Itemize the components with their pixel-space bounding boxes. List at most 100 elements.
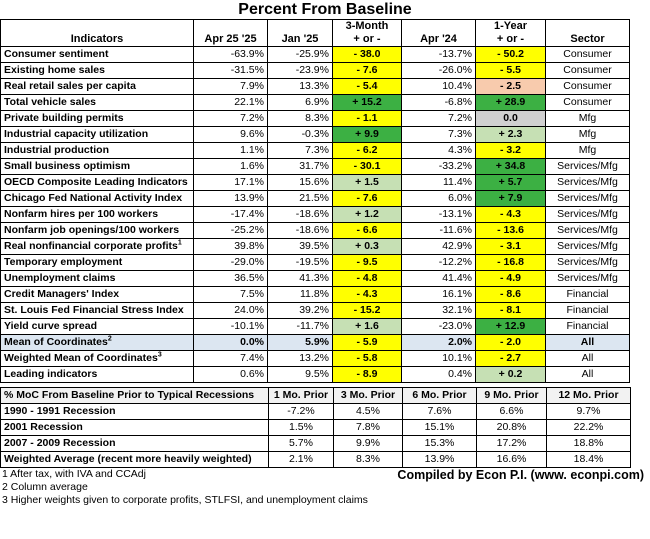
recession-name: Weighted Average (recent more heavily we… — [0, 451, 269, 468]
table-row: Unemployment claims 36.5% 41.3% - 4.8 41.4% -… — [0, 270, 630, 287]
indicator-label: Nonfarm job openings/100 workers — [4, 224, 180, 236]
indicators-table: 3-Month 1-Year Indicators Apr 25 '25 Jan… — [0, 19, 630, 383]
indicator-label: Industrial capacity utilization — [4, 128, 149, 140]
value-apr25: 22.1% — [193, 94, 268, 111]
recession-value: -7.2% — [268, 403, 334, 420]
recession-header-col: 9 Mo. Prior — [476, 387, 547, 404]
change-1year: - 4.3 — [475, 206, 546, 223]
sector: Consumer — [545, 94, 630, 111]
change-1year: + 34.8 — [475, 158, 546, 175]
value-jan25: -0.3% — [267, 126, 333, 143]
sector: Services/Mfg — [545, 254, 630, 271]
value-apr25: 39.8% — [193, 238, 268, 255]
recession-value: 18.8% — [546, 435, 631, 452]
indicator-name: Consumer sentiment — [0, 46, 194, 63]
value-apr25: -29.0% — [193, 254, 268, 271]
change-3month: - 30.1 — [332, 158, 402, 175]
change-1year: - 2.5 — [475, 78, 546, 95]
sector: Mfg — [545, 110, 630, 127]
indicator-name: Leading indicators — [0, 366, 194, 383]
value-apr24: -33.2% — [401, 158, 476, 175]
value-jan25: 13.2% — [267, 350, 333, 367]
indicator-label: Total vehicle sales — [4, 96, 97, 108]
change-3month: + 1.5 — [332, 174, 402, 191]
value-apr24: 0.4% — [401, 366, 476, 383]
change-1year: - 3.2 — [475, 142, 546, 159]
indicator-label: Yield curve spread — [4, 320, 97, 332]
recession-value: 1.5% — [268, 419, 334, 436]
header-jan25: Jan '25 — [267, 33, 333, 47]
indicator-name: Nonfarm job openings/100 workers — [0, 222, 194, 239]
value-jan25: 13.3% — [267, 78, 333, 95]
page-title: Percent From Baseline — [238, 1, 412, 18]
indicator-name: Temporary employment — [0, 254, 194, 271]
change-3month: + 1.6 — [332, 318, 402, 335]
recession-value: 17.2% — [476, 435, 547, 452]
value-apr24: 7.2% — [401, 110, 476, 127]
indicator-name: Weighted Mean of Coordinates3 — [0, 350, 194, 367]
value-jan25: -23.9% — [267, 62, 333, 79]
value-jan25: 39.5% — [267, 238, 333, 255]
indicator-name: Real nonfinancial corporate profits1 — [0, 238, 194, 255]
recession-value: 18.4% — [546, 451, 631, 468]
sector: Consumer — [545, 46, 630, 63]
recession-table: % MoC From Baseline Prior to Typical Rec… — [0, 387, 631, 468]
value-jan25: 41.3% — [267, 270, 333, 287]
value-apr25: 7.9% — [193, 78, 268, 95]
indicator-name: Chicago Fed National Activity Index — [0, 190, 194, 207]
change-3month: - 7.6 — [332, 190, 402, 207]
recession-value: 4.5% — [333, 403, 403, 420]
change-1year: - 13.6 — [475, 222, 546, 239]
value-apr25: -17.4% — [193, 206, 268, 223]
footnote-marker: 2 — [107, 335, 112, 343]
header-apr25: Apr 25 '25 — [193, 33, 268, 47]
value-jan25: -18.6% — [267, 206, 333, 223]
sector: Services/Mfg — [545, 190, 630, 207]
value-apr25: 7.4% — [193, 350, 268, 367]
indicator-label: Real retail sales per capita — [4, 80, 136, 92]
header-1year-bottom: + or - — [475, 33, 546, 47]
value-apr24: 10.1% — [401, 350, 476, 367]
change-3month: - 9.5 — [332, 254, 402, 271]
value-apr24: 7.3% — [401, 126, 476, 143]
table-row: Nonfarm hires per 100 workers -17.4% -18.6… — [0, 206, 630, 223]
sector: All — [545, 334, 630, 351]
change-3month: - 6.2 — [332, 142, 402, 159]
value-jan25: 15.6% — [267, 174, 333, 191]
sector: Financial — [545, 318, 630, 335]
value-apr24: 2.0% — [401, 334, 476, 351]
indicator-label: St. Louis Fed Financial Stress Index — [4, 304, 184, 316]
change-1year: + 28.9 — [475, 94, 546, 111]
value-apr24: -23.0% — [401, 318, 476, 335]
recession-header-col: 12 Mo. Prior — [546, 387, 631, 404]
change-1year: - 8.6 — [475, 286, 546, 303]
table-row: Total vehicle sales 22.1% 6.9% + 15.2 -6.8% +… — [0, 94, 630, 111]
change-1year: - 2.7 — [475, 350, 546, 367]
indicator-name: Yield curve spread — [0, 318, 194, 335]
value-apr25: -10.1% — [193, 318, 268, 335]
footnote-marker: 3 — [157, 351, 162, 359]
footnote: 2 Column average — [2, 481, 88, 493]
indicator-label: Existing home sales — [4, 64, 105, 76]
table-row: Weighted Mean of Coordinates3 7.4% 13.2% - … — [0, 350, 630, 367]
sector: Services/Mfg — [545, 206, 630, 223]
header-3month-top: 3-Month — [332, 19, 402, 33]
sector: Services/Mfg — [545, 174, 630, 191]
table-row: Existing home sales -31.5% -23.9% - 7.6 -26.… — [0, 62, 630, 79]
change-1year: - 5.5 — [475, 62, 546, 79]
change-1year: + 5.7 — [475, 174, 546, 191]
sector: Mfg — [545, 126, 630, 143]
table-row: Consumer sentiment -63.9% -25.9% - 38.0 -13.… — [0, 46, 630, 63]
change-1year: - 2.0 — [475, 334, 546, 351]
footnote-marker: 1 — [177, 239, 182, 247]
value-apr24: 4.3% — [401, 142, 476, 159]
value-apr24: 16.1% — [401, 286, 476, 303]
table-row: Small business optimism 1.6% 31.7% - 30.1 -3… — [0, 158, 630, 175]
change-3month: - 4.8 — [332, 270, 402, 287]
sector: Services/Mfg — [545, 270, 630, 287]
recession-value: 9.7% — [546, 403, 631, 420]
footnote: 1 After tax, with IVA and CCAdj — [2, 468, 146, 480]
value-apr25: 13.9% — [193, 190, 268, 207]
recession-value: 6.6% — [476, 403, 547, 420]
table-row: 2001 Recession 1.5% 7.8% 15.1% 20.8% 22.2% — [0, 419, 631, 436]
